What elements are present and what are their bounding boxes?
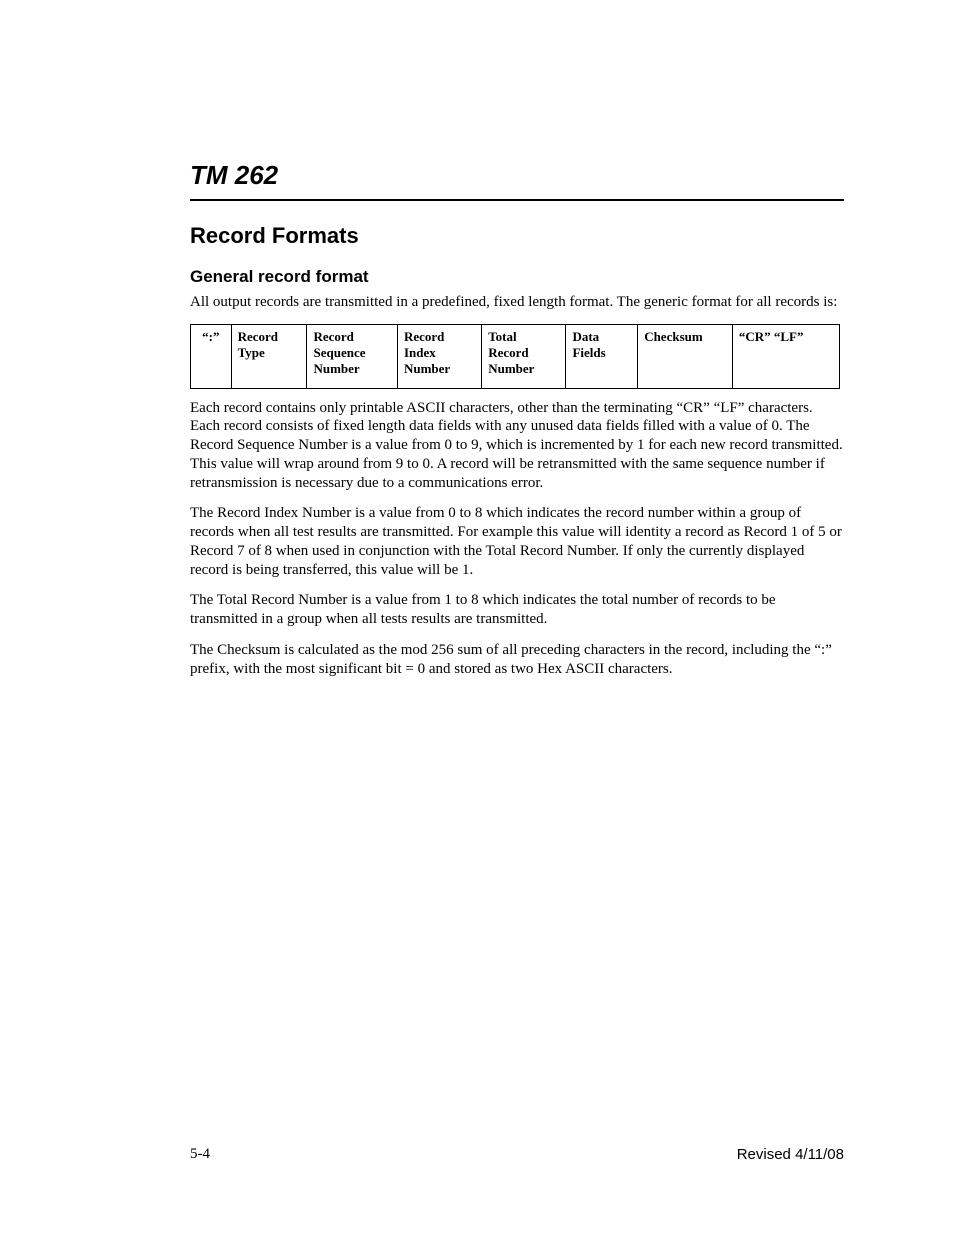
paragraph-4: The Checksum is calculated as the mod 25… (110, 641, 844, 679)
section-title: Record Formats (110, 223, 844, 249)
page: TM 262 Record Formats General record for… (0, 0, 954, 1235)
table-cell-crlf: “CR” “LF” (732, 324, 839, 388)
subsection-title: General record format (110, 267, 844, 287)
page-number: 5-4 (190, 1146, 210, 1163)
paragraph-2: The Record Index Number is a value from … (110, 504, 844, 579)
table-cell-data: Data Fields (566, 324, 638, 388)
record-format-table: “:” Record Type Record Sequence Number R… (190, 324, 840, 389)
table-cell-prefix: “:” (191, 324, 232, 388)
doc-title: TM 262 (110, 160, 844, 191)
paragraph-1: Each record contains only printable ASCI… (110, 399, 844, 493)
table-cell-checksum: Checksum (638, 324, 733, 388)
table-cell-indexnum: Record Index Number (397, 324, 481, 388)
table-cell-seqnum: Record Sequence Number (307, 324, 397, 388)
revised-date: Revised 4/11/08 (737, 1146, 844, 1163)
table-cell-rectype: Record Type (231, 324, 307, 388)
table-cell-totalnum: Total Record Number (482, 324, 566, 388)
table-row: “:” Record Type Record Sequence Number R… (191, 324, 840, 388)
page-footer: 5-4 Revised 4/11/08 (190, 1146, 844, 1163)
paragraph-3: The Total Record Number is a value from … (110, 591, 844, 629)
intro-paragraph: All output records are transmitted in a … (110, 293, 844, 312)
title-rule (190, 199, 844, 201)
